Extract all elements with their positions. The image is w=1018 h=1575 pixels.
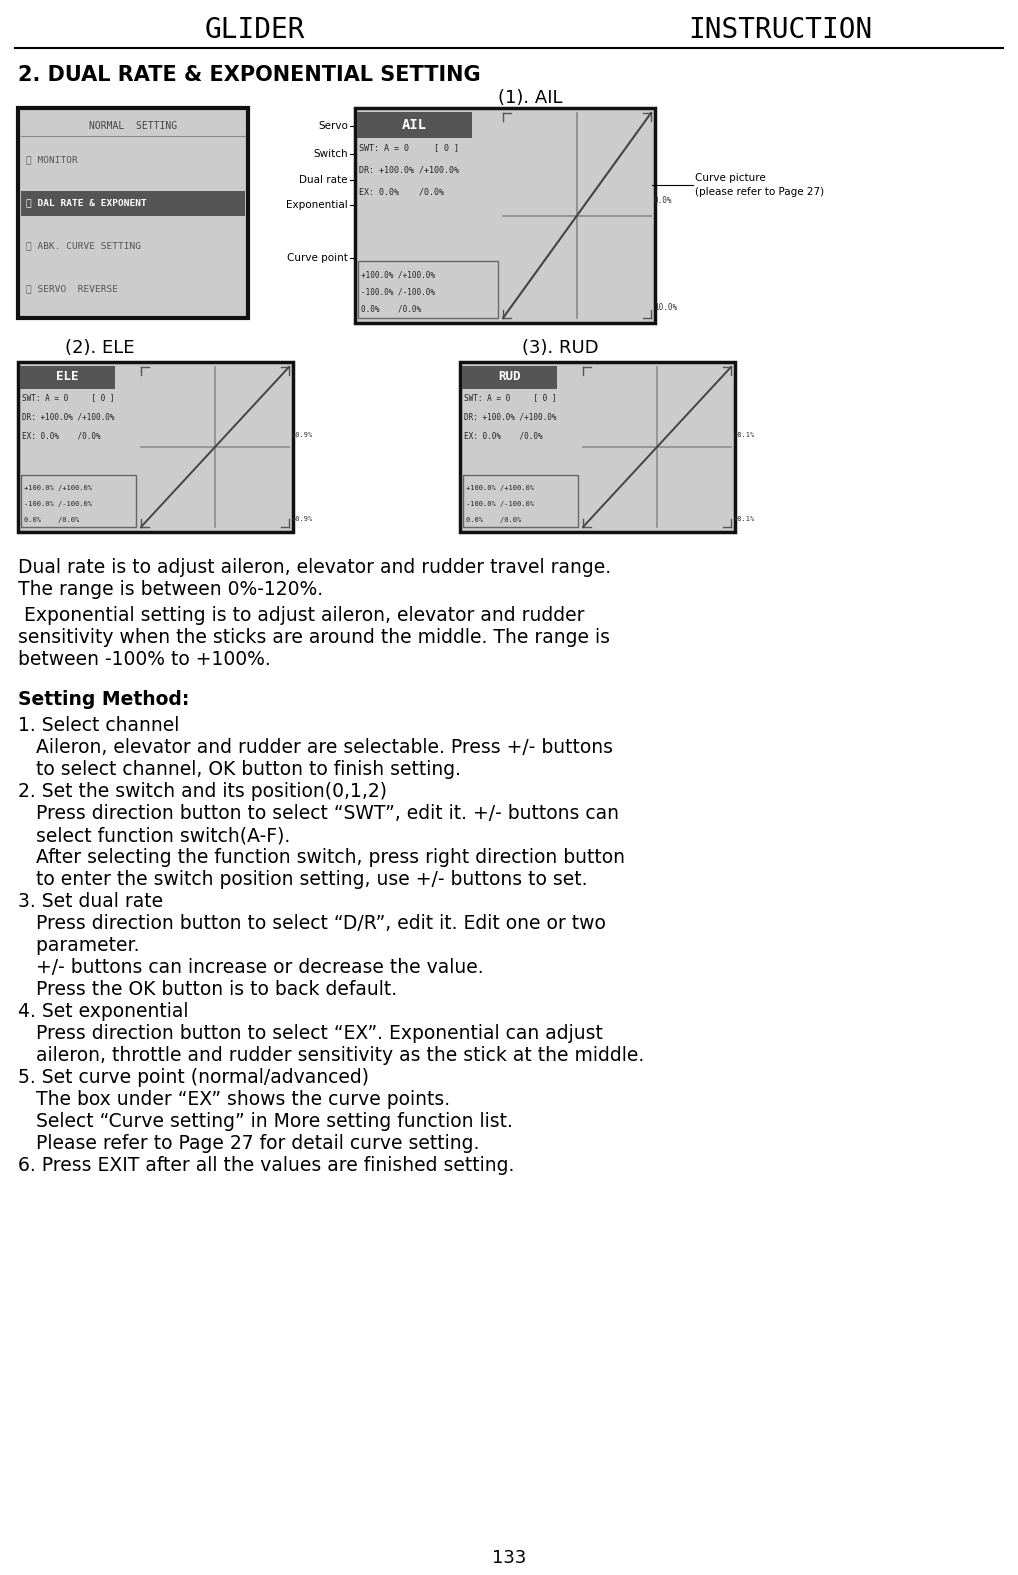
Text: Dual rate is to adjust aileron, elevator and rudder travel range.: Dual rate is to adjust aileron, elevator… — [18, 558, 611, 576]
Text: parameter.: parameter. — [18, 936, 139, 954]
Text: GLIDER: GLIDER — [205, 16, 305, 44]
Text: Press direction button to select “D/R”, edit it. Edit one or two: Press direction button to select “D/R”, … — [18, 913, 612, 932]
Text: between -100% to +100%.: between -100% to +100%. — [18, 650, 271, 669]
Text: sensitivity when the sticks are around the middle. The range is: sensitivity when the sticks are around t… — [18, 628, 610, 647]
FancyBboxPatch shape — [358, 261, 498, 318]
Text: ② DAL RATE & EXPONENT: ② DAL RATE & EXPONENT — [26, 198, 147, 208]
Text: aileron, throttle and rudder sensitivity as the stick at the middle.: aileron, throttle and rudder sensitivity… — [18, 1046, 644, 1065]
Text: -100.0% /-100.0%: -100.0% /-100.0% — [466, 501, 534, 507]
Text: Press direction button to select “SWT”, edit it. +/- buttons can: Press direction button to select “SWT”, … — [18, 803, 619, 824]
Text: Servo: Servo — [318, 121, 348, 131]
Text: EX: 0.0%    /0.0%: EX: 0.0% /0.0% — [22, 432, 101, 441]
FancyBboxPatch shape — [18, 362, 293, 532]
Text: DR: +100.0% /+100.0%: DR: +100.0% /+100.0% — [359, 165, 459, 175]
Text: 0.0%: 0.0% — [654, 195, 673, 205]
Text: >8.1%: >8.1% — [734, 432, 755, 438]
Text: 0.0%    /0.0%: 0.0% /0.0% — [361, 304, 421, 313]
Text: ELE: ELE — [56, 370, 78, 383]
Text: +/- buttons can increase or decrease the value.: +/- buttons can increase or decrease the… — [18, 958, 484, 976]
Text: >8.1%: >8.1% — [734, 517, 755, 521]
Text: NORMAL  SETTING: NORMAL SETTING — [89, 121, 177, 131]
Text: Curve picture
(please refer to Page 27): Curve picture (please refer to Page 27) — [695, 173, 825, 197]
Text: EX: 0.0%    /0.0%: EX: 0.0% /0.0% — [359, 187, 444, 197]
Text: EX: 0.0%    /0.0%: EX: 0.0% /0.0% — [464, 432, 543, 441]
Text: After selecting the function switch, press right direction button: After selecting the function switch, pre… — [18, 847, 625, 866]
Text: (2). ELE: (2). ELE — [65, 339, 134, 358]
FancyBboxPatch shape — [18, 109, 248, 318]
Text: +0.9%: +0.9% — [292, 517, 314, 521]
Text: +100.0% /+100.0%: +100.0% /+100.0% — [24, 485, 92, 491]
Text: -100.0% /-100.0%: -100.0% /-100.0% — [24, 501, 92, 507]
Text: -100.0% /-100.0%: -100.0% /-100.0% — [361, 288, 435, 296]
Text: 4. Set exponential: 4. Set exponential — [18, 1002, 188, 1021]
Text: AIL: AIL — [402, 118, 428, 132]
Text: SWT: A = 0     [ 0 ]: SWT: A = 0 [ 0 ] — [464, 394, 557, 403]
FancyBboxPatch shape — [460, 362, 735, 532]
Text: 1. Select channel: 1. Select channel — [18, 717, 179, 736]
Text: The box under “EX” shows the curve points.: The box under “EX” shows the curve point… — [18, 1090, 450, 1109]
Text: Press the OK button is to back default.: Press the OK button is to back default. — [18, 980, 397, 999]
Text: 133: 133 — [492, 1548, 526, 1567]
Text: 3. Set dual rate: 3. Set dual rate — [18, 891, 163, 910]
Text: +100.0% /+100.0%: +100.0% /+100.0% — [361, 271, 435, 279]
Text: select function switch(A-F).: select function switch(A-F). — [18, 825, 290, 846]
Text: ① MONITOR: ① MONITOR — [26, 156, 77, 164]
Text: (1). AIL: (1). AIL — [498, 90, 562, 107]
Text: SWT: A = 0     [ 0 ]: SWT: A = 0 [ 0 ] — [359, 143, 459, 153]
Text: 0.0%    /0.0%: 0.0% /0.0% — [466, 517, 521, 523]
Text: SWT: A = 0     [ 0 ]: SWT: A = 0 [ 0 ] — [22, 394, 114, 403]
Text: 2. Set the switch and its position(0,1,2): 2. Set the switch and its position(0,1,2… — [18, 783, 387, 802]
Text: INSTRUCTION: INSTRUCTION — [688, 16, 872, 44]
Text: 6. Press EXIT after all the values are finished setting.: 6. Press EXIT after all the values are f… — [18, 1156, 514, 1175]
Text: Setting Method:: Setting Method: — [18, 690, 189, 709]
Text: Select “Curve setting” in More setting function list.: Select “Curve setting” in More setting f… — [18, 1112, 513, 1131]
FancyBboxPatch shape — [21, 191, 245, 216]
Text: DR: +100.0% /+100.0%: DR: +100.0% /+100.0% — [22, 413, 114, 422]
Text: ④ SERVO  REVERSE: ④ SERVO REVERSE — [26, 285, 118, 293]
Text: to select channel, OK button to finish setting.: to select channel, OK button to finish s… — [18, 761, 461, 780]
Text: 10.0%: 10.0% — [654, 304, 677, 312]
Text: Dual rate: Dual rate — [299, 175, 348, 184]
FancyBboxPatch shape — [463, 476, 578, 528]
Text: Switch: Switch — [314, 150, 348, 159]
Text: 2. DUAL RATE & EXPONENTIAL SETTING: 2. DUAL RATE & EXPONENTIAL SETTING — [18, 65, 480, 85]
Text: +100.0% /+100.0%: +100.0% /+100.0% — [466, 485, 534, 491]
Text: (3). RUD: (3). RUD — [521, 339, 599, 358]
Text: Aileron, elevator and rudder are selectable. Press +/- buttons: Aileron, elevator and rudder are selecta… — [18, 739, 613, 758]
Text: Exponential: Exponential — [286, 200, 348, 209]
Text: to enter the switch position setting, use +/- buttons to set.: to enter the switch position setting, us… — [18, 869, 587, 888]
FancyBboxPatch shape — [21, 476, 136, 528]
Text: Curve point: Curve point — [287, 254, 348, 263]
Text: Please refer to Page 27 for detail curve setting.: Please refer to Page 27 for detail curve… — [18, 1134, 479, 1153]
Text: 0.0%    /0.0%: 0.0% /0.0% — [24, 517, 79, 523]
Text: +0.9%: +0.9% — [292, 432, 314, 438]
Text: The range is between 0%-120%.: The range is between 0%-120%. — [18, 580, 323, 598]
Text: ③ ABK. CURVE SETTING: ③ ABK. CURVE SETTING — [26, 241, 142, 250]
Text: Exponential setting is to adjust aileron, elevator and rudder: Exponential setting is to adjust aileron… — [18, 606, 584, 625]
Text: RUD: RUD — [498, 370, 521, 383]
Text: DR: +100.0% /+100.0%: DR: +100.0% /+100.0% — [464, 413, 557, 422]
Text: Press direction button to select “EX”. Exponential can adjust: Press direction button to select “EX”. E… — [18, 1024, 603, 1043]
FancyBboxPatch shape — [357, 112, 472, 139]
Text: 5. Set curve point (normal/advanced): 5. Set curve point (normal/advanced) — [18, 1068, 369, 1087]
FancyBboxPatch shape — [462, 365, 557, 389]
FancyBboxPatch shape — [20, 365, 115, 389]
FancyBboxPatch shape — [355, 109, 655, 323]
